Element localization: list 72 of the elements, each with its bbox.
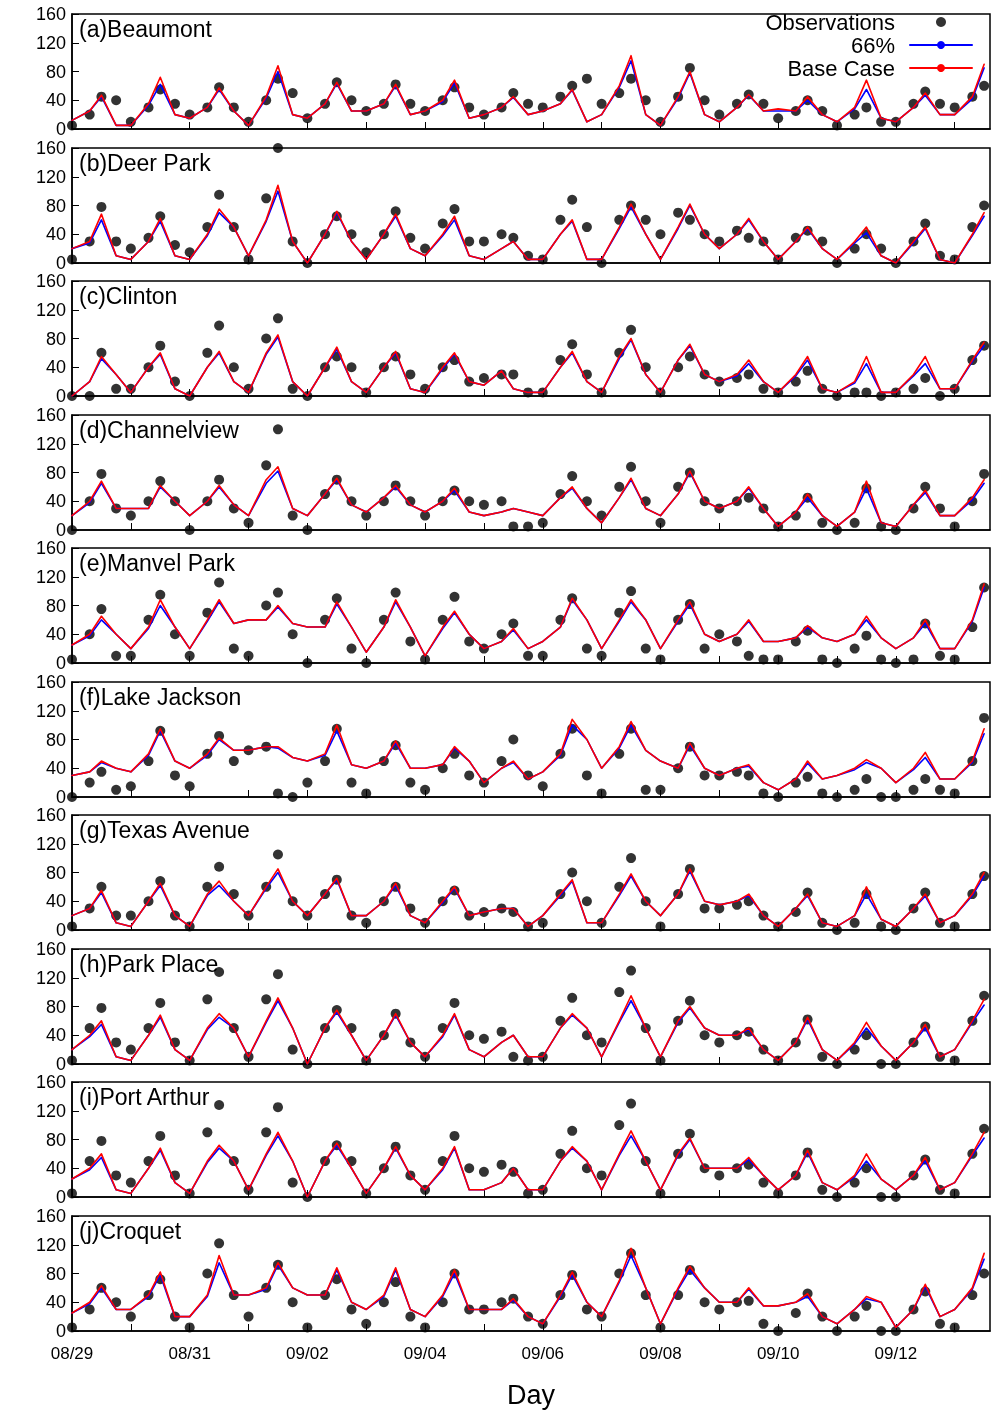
x-tick-label: 09/06 [521,1343,565,1363]
y-tick-label: 80 [45,462,66,482]
y-tick-label: 0 [55,1053,66,1074]
x-axis-title: Day [506,1379,556,1409]
y-tick-label: 160 [35,938,66,959]
y-tick-label: 0 [55,786,66,807]
y-tick-label: 120 [35,1100,66,1121]
y-tick-label: 40 [45,624,66,645]
x-tick-label: 09/08 [639,1343,682,1363]
chart-title: (i)Port Arthur [79,1083,210,1110]
y-tick-label: 120 [35,967,66,988]
y-tick-label: 160 [35,671,66,692]
y-tick-label: 40 [45,1291,66,1312]
y-tick-label: 0 [55,1187,66,1207]
x-tick-label: 08/31 [168,1343,211,1363]
y-tick-label: 160 [35,4,66,24]
y-tick-label: 160 [35,137,66,158]
y-tick-label: 80 [45,729,66,749]
y-tick-label: 80 [45,1129,66,1150]
y-tick-label: 40 [45,1158,66,1179]
y-tick-label: 80 [45,862,66,883]
legend-label: 66% [850,32,895,58]
y-tick-label: 80 [45,595,66,616]
y-tick-label: 120 [35,566,66,587]
x-tick-label: 09/04 [403,1343,447,1363]
chart-title: (d)Channelview [79,416,240,442]
y-tick-label: 160 [35,805,66,825]
chart-title: (a)Beaumont [79,15,213,42]
y-tick-label: 160 [35,1205,66,1226]
y-tick-label: 120 [35,833,66,854]
y-tick-label: 40 [45,357,66,378]
y-tick-label: 0 [55,386,66,406]
chart-title: (f)Lake Jackson [79,683,242,709]
y-tick-label: 40 [45,757,66,778]
y-tick-label: 120 [35,700,66,721]
y-tick-label: 160 [35,538,66,558]
legend-label: Base Case [787,55,895,81]
x-tick-label: 09/10 [756,1343,800,1363]
y-tick-label: 0 [55,252,66,273]
y-tick-label: 80 [45,996,66,1016]
y-tick-label: 160 [35,271,66,291]
y-tick-label: 160 [35,404,66,425]
x-tick-label: 08/29 [50,1343,94,1363]
y-tick-label: 80 [45,328,66,349]
y-tick-label: 80 [45,195,66,215]
y-tick-label: 80 [45,1263,66,1283]
y-tick-label: 120 [35,299,66,320]
y-tick-label: 160 [35,1072,66,1092]
y-tick-label: 80 [45,61,66,82]
y-tick-label: 120 [35,32,66,53]
y-tick-label: 40 [45,891,66,912]
y-tick-label: 40 [45,1024,66,1045]
chart-title: (h)Park Place [79,950,219,976]
y-tick-label: 40 [45,490,66,511]
chart-title: (j)Croquet [79,1217,182,1243]
y-tick-label: 40 [45,223,66,244]
x-tick-label: 09/12 [874,1343,918,1363]
chart-title: (c)Clinton [79,282,178,309]
y-tick-label: 0 [55,1320,66,1341]
x-tick-label: 09/02 [286,1343,329,1363]
chart-title: (e)Manvel Park [79,549,236,576]
chart-title: (g)Texas Avenue [79,816,250,843]
y-tick-label: 0 [55,920,66,940]
y-tick-label: 120 [35,166,66,187]
y-tick-label: 0 [55,119,66,139]
y-tick-label: 40 [45,90,66,111]
chart-title: (b)Deer Park [79,149,212,175]
y-tick-label: 120 [35,433,66,454]
legend-label: Observations [765,9,895,35]
y-tick-label: 0 [55,653,66,673]
y-tick-label: 0 [55,519,66,540]
y-tick-label: 120 [35,1234,66,1255]
